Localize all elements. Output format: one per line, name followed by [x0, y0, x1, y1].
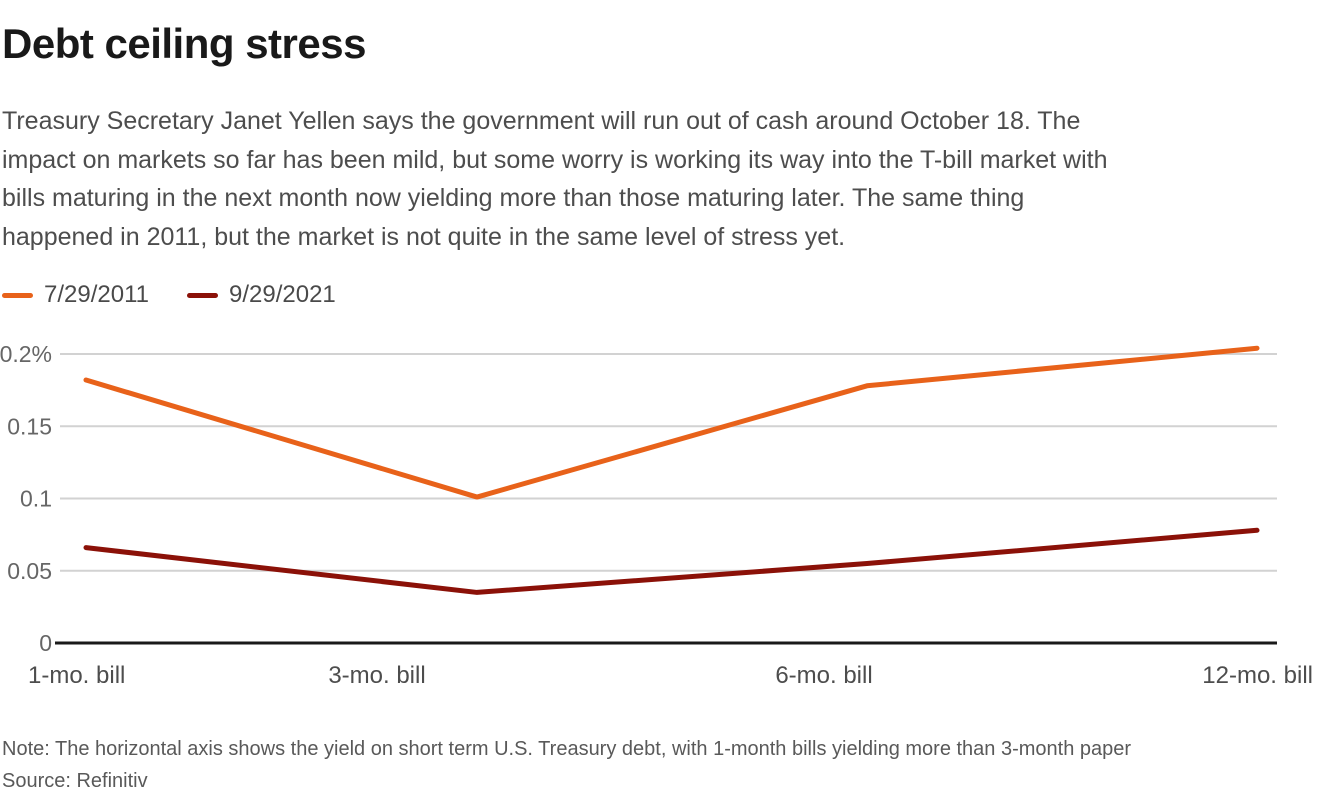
chart-description: Treasury Secretary Janet Yellen says the… [2, 102, 1108, 256]
x-tick-label: 12-mo. bill [1202, 662, 1313, 689]
y-tick-label: 0.15 [7, 413, 52, 439]
x-tick-label: 6-mo. bill [775, 662, 872, 689]
x-tick-label: 3-mo. bill [328, 662, 425, 689]
page-title: Debt ceiling stress [2, 20, 366, 67]
x-tick-label: 1-mo. bill [28, 662, 125, 689]
description-line: bills maturing in the next month now yie… [2, 184, 1025, 212]
legend-label-2021: 9/29/2021 [229, 281, 336, 308]
description-line: impact on markets so far has been mild, … [2, 145, 1108, 174]
legend-swatch-2021-icon [187, 292, 218, 298]
description-line: happened in 2011, but the market is not … [2, 222, 846, 251]
line-chart: 0 0.05 0.1 0.15 0.2% 1-mo. bill 3-mo. bill 6-mo… [0, 341, 1313, 689]
y-tick-label: 0.1 [20, 486, 52, 512]
chart-note: Note: The horizontal axis shows the yiel… [2, 738, 1132, 760]
y-tick-label: 0.05 [7, 558, 52, 584]
y-tick-label: 0 [39, 630, 52, 656]
series-line-7-29-2011 [83, 345, 1260, 500]
series-line-9-29-2021 [83, 527, 1260, 595]
legend-item-2021: 9/29/2021 [187, 281, 336, 309]
legend-item-2011: 7/29/2011 [2, 281, 149, 309]
chart-source: Source: Refinitiv [2, 770, 148, 792]
y-tick-label: 0.2% [0, 341, 52, 367]
legend-swatch-2011-icon [2, 292, 33, 298]
chart-legend: 7/29/2011 9/29/2021 [2, 281, 336, 309]
description-line: Treasury Secretary Janet Yellen says the… [2, 107, 1081, 135]
legend-label-2011: 7/29/2011 [44, 281, 149, 308]
